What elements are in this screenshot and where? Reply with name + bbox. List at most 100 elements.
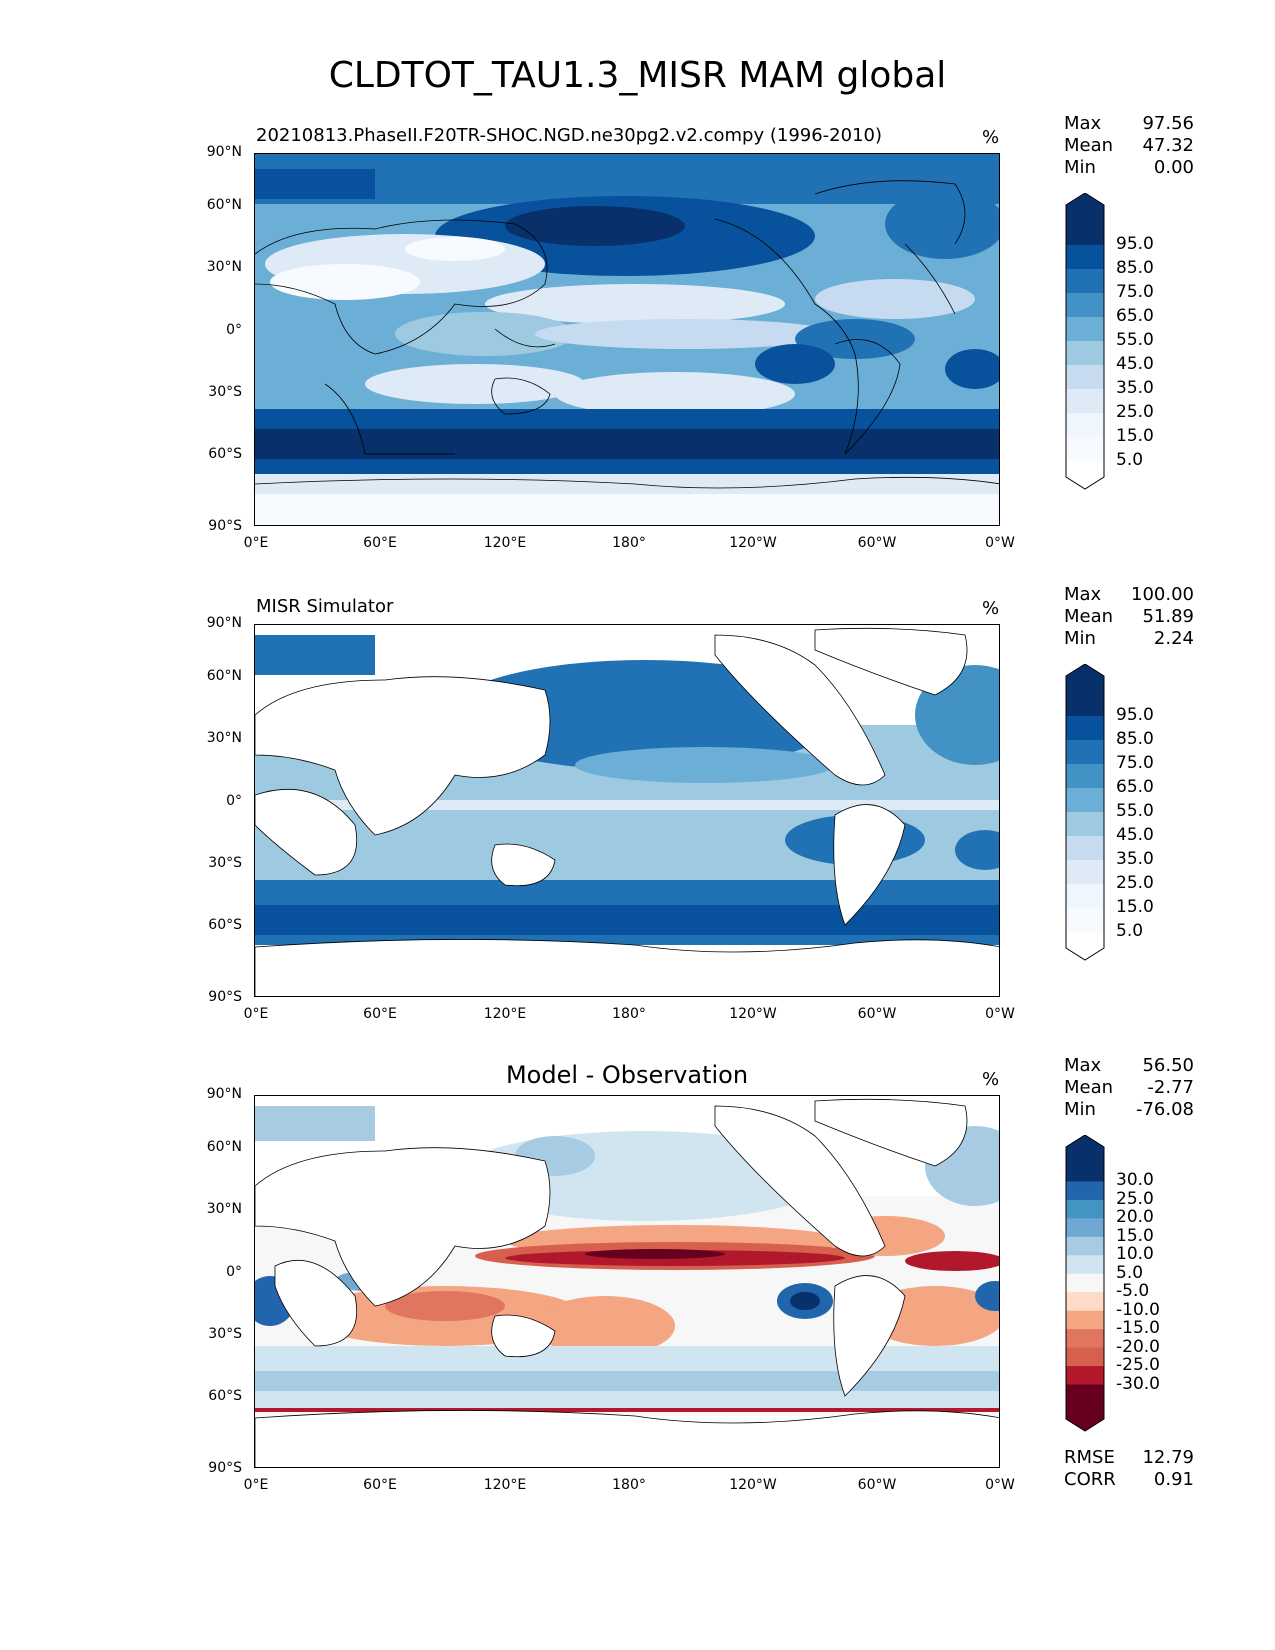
lon-label: 0°W: [985, 1006, 1015, 1022]
colorbar-segment: [1066, 437, 1104, 462]
panel-title: Model - Observation: [505, 1061, 749, 1089]
stat-value: 47.32: [1142, 135, 1194, 156]
lat-label: 60°S: [208, 917, 242, 933]
colorbar: [1065, 664, 1105, 961]
colorbar-label: 10.0: [1116, 1244, 1154, 1265]
colorbar-segment: [1066, 788, 1104, 813]
error-stats: RMSE 12.79 CORR 0.91: [1064, 1447, 1194, 1491]
map-area: [254, 1095, 1000, 1468]
colorbar-extend-top: [1066, 193, 1104, 221]
colorbar-segment: [1066, 293, 1104, 318]
lon-label: 180°: [612, 535, 646, 551]
stat-value: 51.89: [1142, 606, 1194, 627]
lon-label: 120°W: [729, 1477, 777, 1493]
colorbar-label: 20.0: [1116, 1207, 1154, 1228]
lon-label: 0°E: [243, 535, 269, 551]
colorbar-segment: [1066, 269, 1104, 294]
lat-label: 90°N: [206, 144, 242, 160]
panel-observation: MISR Simulator %: [0, 584, 1275, 1024]
colorbar-segment: [1066, 1273, 1104, 1293]
colorbar-segment: [1066, 740, 1104, 765]
stat-name: CORR: [1064, 1469, 1116, 1490]
lat-label: 60°S: [208, 1388, 242, 1404]
stat-name: Max: [1064, 584, 1102, 605]
colorbar-label: 85.0: [1116, 258, 1154, 278]
colorbar-segment: [1066, 1236, 1104, 1256]
colorbar-extend-top: [1066, 1135, 1104, 1163]
lat-label: 90°N: [206, 615, 242, 631]
stat-name: Mean: [1064, 1077, 1114, 1098]
colorbar-label: 15.0: [1116, 897, 1154, 917]
colorbar-segment: [1066, 812, 1104, 837]
colorbar-label: 35.0: [1116, 378, 1154, 398]
stats-block: Max 56.50 Mean -2.77 Min -76.08: [1064, 1055, 1194, 1121]
colorbar-label: 85.0: [1116, 729, 1154, 749]
colorbar-label: 75.0: [1116, 753, 1154, 773]
lat-label: 0°: [226, 322, 242, 338]
panel-title: MISR Simulator: [256, 596, 394, 617]
colorbar-segment: [1066, 1218, 1104, 1238]
map-area: [254, 624, 1000, 997]
colorbar-segment: [1066, 1384, 1104, 1404]
lon-label: 120°E: [483, 1006, 527, 1022]
stat-name: RMSE: [1064, 1447, 1115, 1468]
colorbar-extend-bottom: [1066, 932, 1104, 960]
stat-name: Max: [1064, 1055, 1102, 1076]
colorbar-extend-bottom: [1066, 461, 1104, 489]
lat-label: 0°: [226, 793, 242, 809]
colorbar-outline: [1065, 664, 1105, 961]
colorbar-label: 5.0: [1116, 921, 1144, 941]
stat-value: 100.00: [1131, 584, 1194, 605]
colorbar-label: -25.0: [1116, 1355, 1160, 1376]
colorbar-extend-bottom: [1066, 1403, 1104, 1431]
lon-label: 60°E: [363, 1006, 397, 1022]
map-area: [254, 153, 1000, 526]
lat-label: 0°: [226, 1264, 242, 1280]
stat-value: 0.00: [1153, 157, 1194, 178]
stat-value: 12.79: [1142, 1447, 1194, 1468]
colorbar-segment: [1066, 884, 1104, 909]
lat-label: 90°S: [208, 1460, 242, 1476]
stat-name: Min: [1064, 1099, 1096, 1120]
lat-label: 30°S: [208, 384, 242, 400]
colorbar-label: -20.0: [1116, 1336, 1160, 1357]
colorbar-segment: [1066, 1366, 1104, 1386]
lon-label: 0°E: [243, 1006, 269, 1022]
colorbar-label: -15.0: [1116, 1318, 1160, 1339]
colorbar-segment: [1066, 341, 1104, 366]
units-label: %: [982, 1069, 1000, 1090]
colorbar-label: -30.0: [1116, 1373, 1160, 1394]
lon-label: 60°W: [857, 1477, 897, 1493]
lat-label: 30°N: [206, 730, 242, 746]
colorbar-segment: [1066, 413, 1104, 438]
colorbar-label: 5.0: [1116, 450, 1144, 470]
colorbar-segment: [1066, 389, 1104, 414]
lat-label: 60°N: [206, 668, 242, 684]
stat-value: 56.50: [1142, 1055, 1194, 1076]
lat-label: 90°N: [206, 1086, 242, 1102]
colorbar-label: 65.0: [1116, 777, 1154, 797]
colorbar-label: 15.0: [1116, 426, 1154, 446]
lon-label: 0°W: [985, 1477, 1015, 1493]
colorbar-label: -10.0: [1116, 1299, 1160, 1320]
colorbar-outline: [1065, 1135, 1105, 1432]
panel-model: 20210813.PhaseII.F20TR-SHOC.NGD.ne30pg2.…: [0, 113, 1275, 553]
stat-name: Min: [1064, 157, 1096, 178]
colorbar-label: 30.0: [1116, 1170, 1154, 1191]
colorbar-segment: [1066, 1310, 1104, 1330]
colorbar-label: 25.0: [1116, 873, 1154, 893]
lat-label: 30°N: [206, 259, 242, 275]
stat-value: -2.77: [1147, 1077, 1194, 1098]
colorbar: [1065, 193, 1105, 490]
colorbar-segment: [1066, 1255, 1104, 1275]
colorbar-segment: [1066, 692, 1104, 717]
lon-label: 0°E: [243, 1477, 269, 1493]
stat-name: Max: [1064, 113, 1102, 134]
colorbar-label: 15.0: [1116, 1225, 1154, 1246]
colorbar-segment: [1066, 860, 1104, 885]
colorbar-label: 65.0: [1116, 306, 1154, 326]
lon-label: 120°E: [483, 535, 527, 551]
lon-label: 60°W: [857, 535, 897, 551]
lon-label: 120°W: [729, 1006, 777, 1022]
colorbar-segment: [1066, 908, 1104, 933]
